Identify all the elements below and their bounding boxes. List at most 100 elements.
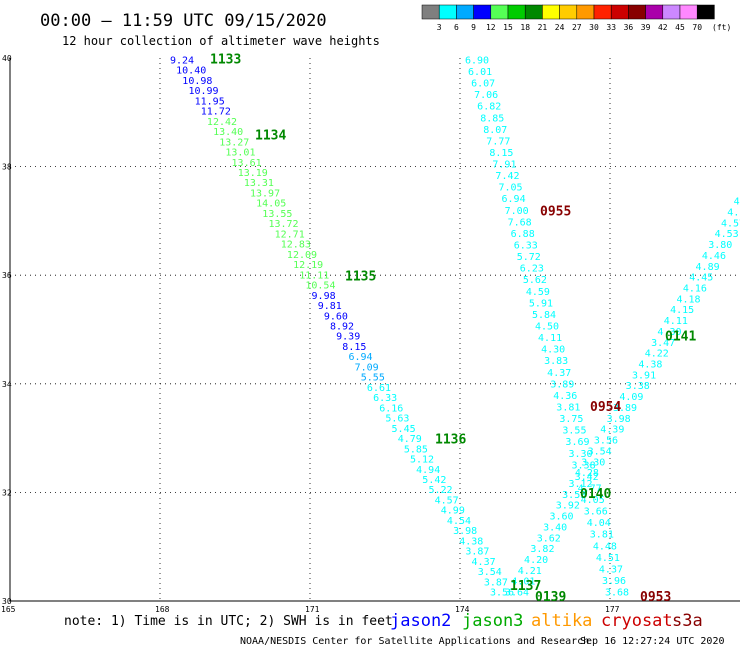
y-tick-label: 34 xyxy=(2,380,12,389)
colorbar-swatch xyxy=(559,4,578,20)
colorbar-swatch xyxy=(473,4,492,20)
swh-point-label: 3.98 xyxy=(453,526,477,537)
swh-point-label: 3.83 xyxy=(544,356,568,367)
swh-point-label: 3.81 xyxy=(590,530,614,541)
colorbar-swatch xyxy=(696,4,715,20)
swh-point-label: 4.22 xyxy=(645,349,669,360)
swh-point-label: 8.15 xyxy=(342,342,366,353)
swh-point-label: 13.27 xyxy=(219,137,249,148)
swh-point-label: 13.97 xyxy=(250,188,280,199)
swh-point-label: 6.94 xyxy=(348,352,372,363)
swh-point-label: 3.69 xyxy=(565,437,589,448)
colorbar-label: 70 xyxy=(692,23,702,32)
swh-point-label: 4.51 xyxy=(596,553,620,564)
legend-jason3: jason3 xyxy=(462,611,523,631)
swh-point-label: 3.53 xyxy=(562,490,586,501)
pass-id-label: 0953 xyxy=(640,590,671,605)
swh-point-label: 10.40 xyxy=(176,66,206,77)
swh-point-label: 6.33 xyxy=(373,393,397,404)
swh-point-label: 5.55 xyxy=(361,373,385,384)
swh-point-label: 3.89 xyxy=(613,403,637,414)
colorbar-swatch xyxy=(421,4,440,20)
swh-point-label: 5.12 xyxy=(410,455,434,466)
swh-point-label: 4.46 xyxy=(702,251,726,262)
colorbar-unit: (ft) xyxy=(712,23,731,32)
swh-point-label: 4.36 xyxy=(553,391,577,402)
y-tick-label: 30 xyxy=(2,597,12,606)
legend-altika: altika xyxy=(531,611,592,631)
swh-point-label: 4.11 xyxy=(538,333,562,344)
colorbar-label: 27 xyxy=(572,23,582,32)
swh-point-label: 4.79 xyxy=(398,434,422,445)
swh-point-label: 6.33 xyxy=(514,241,538,252)
swh-point-label: 4.30 xyxy=(734,197,740,208)
swh-point-label: 13.61 xyxy=(232,158,262,169)
swh-point-label: 5.62 xyxy=(523,275,547,286)
colorbar-label: 33 xyxy=(606,23,616,32)
colorbar-swatch xyxy=(507,4,526,20)
swh-point-label: 10.98 xyxy=(182,76,212,87)
swh-point-label: 6.82 xyxy=(477,102,501,113)
swh-point-label: 7.77 xyxy=(486,136,510,147)
swh-point-label: 14.05 xyxy=(256,199,286,210)
swh-point-label: 11.72 xyxy=(201,107,231,118)
x-tick-label: 171 xyxy=(305,605,320,614)
swh-point-label: 3.30 xyxy=(568,449,592,460)
pass-id-label: 0139 xyxy=(535,590,566,605)
swh-point-label: 4.09 xyxy=(619,392,643,403)
swh-point-label: 7.42 xyxy=(495,171,519,182)
colorbar-swatch xyxy=(628,4,646,20)
swh-point-label: 3.47 xyxy=(651,338,675,349)
swh-point-label: 4.94 xyxy=(416,465,440,476)
swh-point-label: 7.00 xyxy=(505,206,529,217)
swh-point-label: 4.30 xyxy=(541,345,565,356)
swh-point-label: 4.01 xyxy=(511,577,535,588)
swh-point-label: 3.40 xyxy=(543,522,567,533)
colorbar-swatch xyxy=(524,4,543,20)
swh-point-label: 5.45 xyxy=(392,424,416,435)
swh-point-label: 4.53 xyxy=(715,229,739,240)
timestamp-text: Sep 16 12:27:24 UTC 2020 xyxy=(580,636,725,647)
pass-id-label: 0955 xyxy=(540,204,571,219)
swh-point-label: 11.11 xyxy=(299,270,329,281)
pass-id-label: 0140 xyxy=(580,487,611,502)
x-tick-label: 165 xyxy=(1,605,16,614)
swh-point-label: 5.63 xyxy=(385,414,409,425)
swh-point-label: 4.21 xyxy=(518,566,542,577)
colorbar-label: 45 xyxy=(675,23,685,32)
swh-point-label: 3.82 xyxy=(530,544,554,555)
swh-point-label: 4.37 xyxy=(547,368,571,379)
swh-point-label: 4.37 xyxy=(472,557,496,568)
swh-point-label: 3.38 xyxy=(626,381,650,392)
colorbar-label: 39 xyxy=(641,23,651,32)
colorbar-swatch xyxy=(645,4,664,20)
swh-point-label: 3.30 xyxy=(581,457,605,468)
colorbar-swatch xyxy=(576,4,595,20)
swh-point-label: 3.87 xyxy=(465,547,489,558)
y-tick-label: 32 xyxy=(2,488,12,497)
swh-point-label: 4.59 xyxy=(526,287,550,298)
colorbar-label: 30 xyxy=(589,23,599,32)
swh-point-label: 4.16 xyxy=(683,283,707,294)
satellite-legend: jason2 jason3 altika cryosat s3a xyxy=(390,611,703,631)
swh-point-label: 8.15 xyxy=(489,148,513,159)
swh-point-label: 4.45 xyxy=(689,273,713,284)
x-tick-label: 174 xyxy=(455,605,470,614)
swh-point-label: 9.98 xyxy=(312,291,336,302)
swh-point-label: 5.72 xyxy=(517,252,541,263)
swh-point-label: 8.85 xyxy=(480,113,504,124)
swh-point-label: 12.71 xyxy=(275,229,305,240)
pass-id-label: 0141 xyxy=(665,329,696,344)
y-tick-label: 36 xyxy=(2,271,12,280)
swh-point-label: 4.38 xyxy=(638,360,662,371)
swh-point-label: 10.54 xyxy=(305,281,335,292)
swh-point-label: 6.07 xyxy=(471,79,495,90)
swh-point-label: 3.81 xyxy=(556,402,580,413)
swh-point-label: 9.39 xyxy=(336,332,360,343)
swh-point-label: 3.56 xyxy=(490,588,514,599)
swh-point-label: 10.99 xyxy=(188,86,218,97)
colorbar-label: 12 xyxy=(486,23,496,32)
swh-point-label: 4.77 xyxy=(578,483,602,494)
